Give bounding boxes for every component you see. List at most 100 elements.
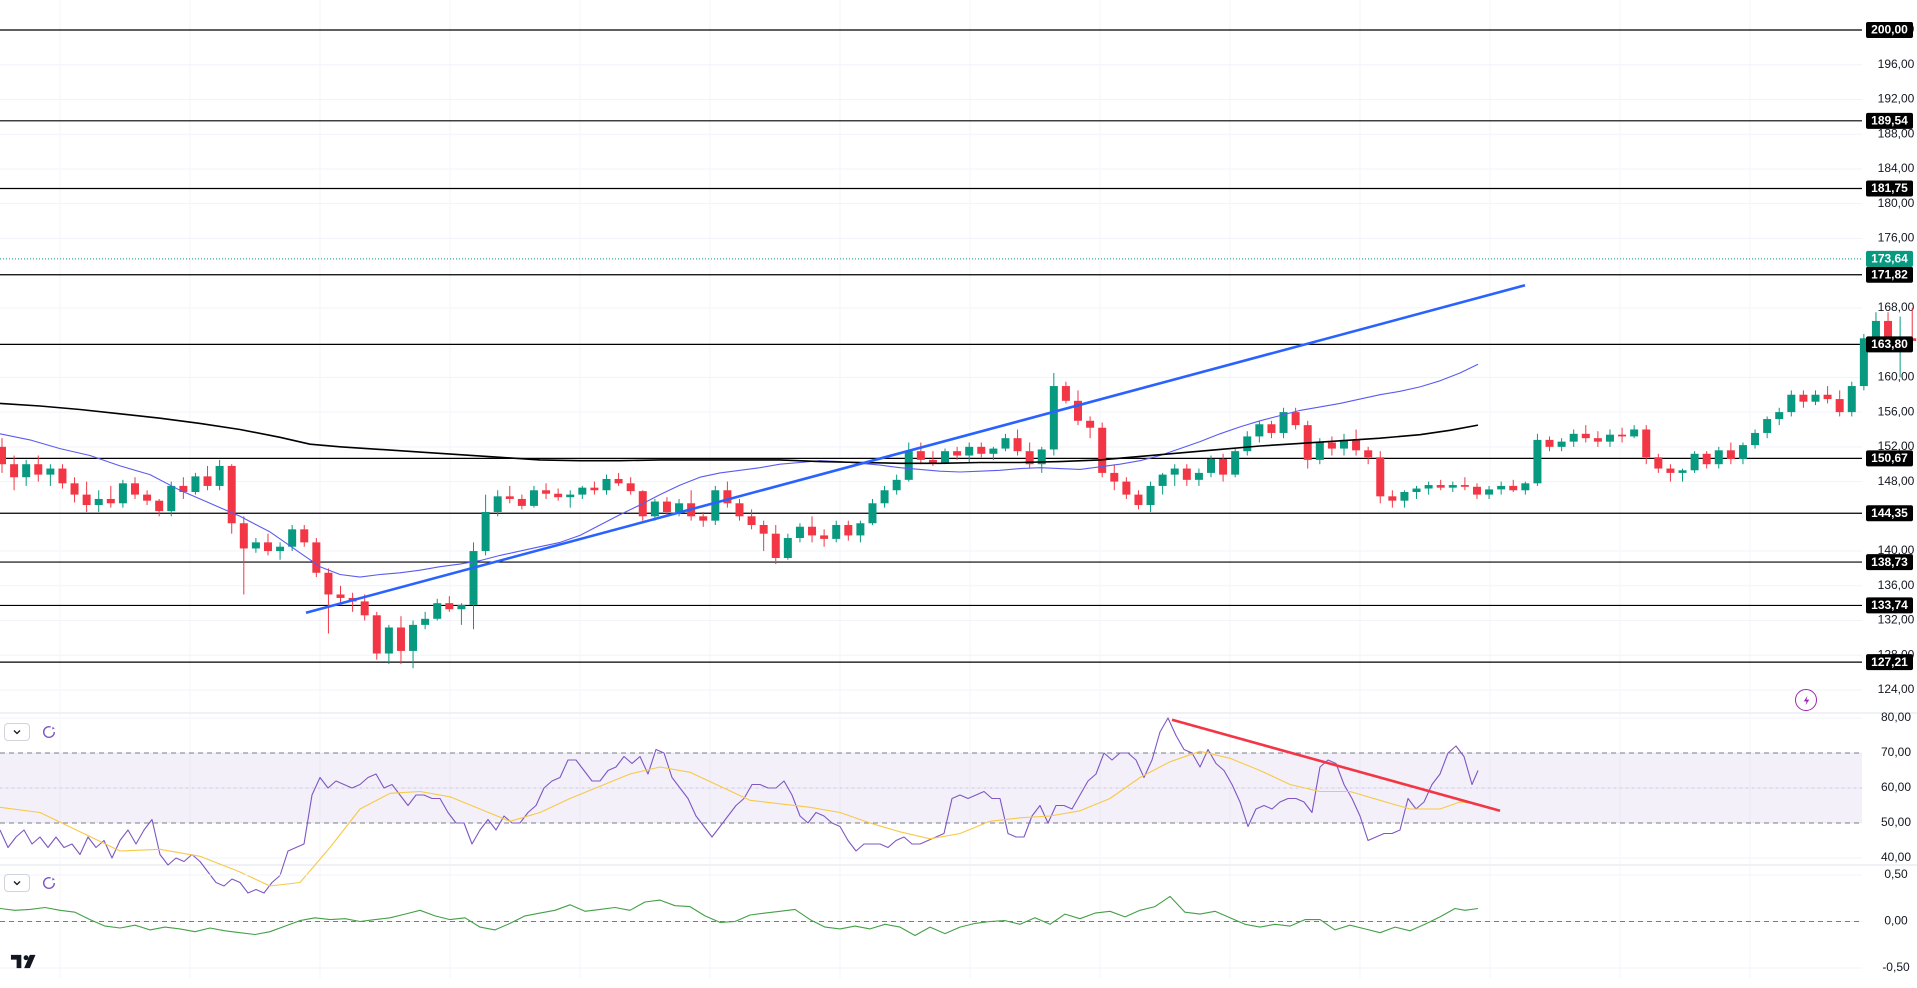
candle-up — [167, 485, 176, 512]
candle-up — [1037, 449, 1046, 465]
candle-up — [832, 525, 841, 539]
candle-up — [1714, 450, 1723, 465]
candle-up — [1787, 394, 1796, 413]
candle-up — [493, 496, 502, 512]
candle-down — [808, 526, 817, 536]
price-axis-tick-label: 148,00 — [1878, 474, 1915, 488]
candle-down — [505, 496, 514, 499]
candle-down — [1182, 468, 1191, 480]
level-price-tag — [1866, 22, 1913, 38]
candle-down — [1436, 485, 1445, 488]
candle-up — [1194, 472, 1203, 480]
candle-up — [1243, 436, 1252, 452]
candle-down — [1593, 438, 1602, 442]
candle-up — [711, 490, 720, 521]
price-axis-tick-label: 136,00 — [1878, 578, 1915, 592]
candle-up — [288, 529, 297, 547]
price-axis-tick-label: 132,00 — [1878, 613, 1915, 627]
rsi-trendline — [1171, 718, 1501, 813]
level-price-tag — [1866, 336, 1913, 353]
candle-up — [1521, 483, 1530, 491]
oscillator-pane-collapse-button[interactable] — [4, 874, 30, 892]
candle-down — [1291, 412, 1300, 426]
tradingview-logo[interactable] — [10, 952, 44, 972]
candle-down — [1074, 400, 1083, 421]
price-axis-tick-label: 176,00 — [1878, 231, 1915, 245]
moving-average-long — [0, 402, 1479, 465]
price-axis-tick-label: 124,00 — [1878, 682, 1915, 696]
candle-down — [130, 483, 139, 495]
candle-down — [517, 498, 526, 506]
current-price-tag-label: 173,64 — [1871, 252, 1908, 266]
lightning-icon[interactable] — [1795, 689, 1817, 711]
candle-down — [977, 446, 986, 454]
candle-up — [904, 451, 913, 480]
candle-down — [1581, 433, 1590, 439]
rsi-pane-collapse-button[interactable] — [4, 723, 30, 741]
candle-down — [300, 529, 309, 543]
rsi-refresh-icon[interactable] — [40, 723, 58, 741]
level-price-tag — [1866, 597, 1913, 614]
candle-up — [1847, 386, 1856, 413]
rsi-axis-tick-label: 60,00 — [1881, 780, 1911, 794]
rsi-axis-tick-label: 70,00 — [1881, 745, 1911, 759]
oscillator-axis-tick-label: 0,00 — [1884, 914, 1908, 928]
refresh-icon — [42, 876, 56, 890]
candle-up — [1497, 485, 1506, 490]
candle-up — [856, 523, 865, 536]
candle-up — [1859, 338, 1868, 387]
rsi-line — [0, 717, 1479, 894]
candle-up — [1485, 489, 1494, 495]
candle-up — [276, 546, 285, 552]
candle-down — [820, 535, 829, 539]
candle-up — [1158, 474, 1167, 486]
candle-down — [747, 516, 756, 525]
candle-up — [215, 465, 224, 486]
candle-down — [1726, 450, 1735, 459]
oscillator-refresh-icon[interactable] — [40, 874, 58, 892]
candle-up — [1231, 451, 1240, 475]
candle-down — [324, 572, 333, 595]
rsi-axis-tick-label: 80,00 — [1881, 710, 1911, 724]
candle-up — [1001, 438, 1010, 449]
candle-up — [22, 464, 31, 478]
price-axis-tick-label: 168,00 — [1878, 300, 1915, 314]
level-price-tag-label: 150,67 — [1871, 451, 1908, 465]
oscillator-axis-tick-label: 0,50 — [1884, 867, 1908, 881]
candle-up — [892, 479, 901, 491]
candle-down — [1025, 451, 1034, 465]
candle-up — [191, 476, 200, 492]
candle-up — [675, 503, 684, 512]
level-price-tag-label: 127,21 — [1871, 655, 1908, 669]
candle-down — [1352, 439, 1361, 451]
candle-up — [1315, 442, 1324, 460]
candle-down — [1666, 468, 1675, 473]
rsi-axis-tick-label: 50,00 — [1881, 815, 1911, 829]
candle-down — [1884, 320, 1893, 343]
candle-up — [1605, 434, 1614, 442]
refresh-icon — [42, 725, 56, 739]
chevron-down-icon — [13, 881, 21, 886]
candle-down — [1098, 427, 1107, 473]
current-price-tag — [1866, 250, 1913, 267]
candle-down — [1376, 457, 1385, 497]
candle-down — [82, 494, 91, 506]
candle-up — [1049, 386, 1058, 450]
candle-up — [409, 624, 418, 651]
candle-down — [1364, 450, 1373, 458]
candle-down — [1835, 399, 1844, 413]
candle-up — [1751, 432, 1760, 446]
candle-down — [10, 464, 19, 478]
candle-up — [469, 551, 478, 605]
candle-down — [227, 465, 236, 524]
candle-down — [1799, 394, 1808, 402]
level-price-tag — [1866, 450, 1913, 467]
level-price-tag-label: 163,80 — [1871, 337, 1908, 351]
candle-up — [1557, 441, 1566, 447]
candle-down — [662, 501, 671, 512]
level-price-tag-label: 181,75 — [1871, 181, 1908, 195]
level-price-tag-label: 144,35 — [1871, 506, 1908, 520]
rsi-pane: 80,00 70,00 60,00 50,00 40,00 — [0, 710, 1911, 894]
